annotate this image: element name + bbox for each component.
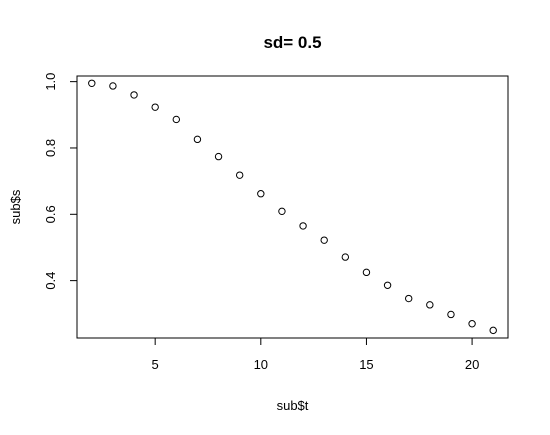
data-point xyxy=(235,171,244,179)
x-tick-label: 10 xyxy=(254,357,268,372)
data-point xyxy=(383,281,392,289)
data-point xyxy=(88,79,96,87)
x-axis: 5 10 15 20 xyxy=(152,337,479,372)
data-point xyxy=(151,103,159,111)
data-point xyxy=(341,253,350,261)
data-point xyxy=(426,301,434,309)
data-point xyxy=(405,294,413,303)
data-point xyxy=(278,207,286,216)
data-point xyxy=(489,326,497,335)
data-point xyxy=(214,152,223,161)
y-tick-label: 1.0 xyxy=(43,73,58,91)
y-axis-label: sub$s xyxy=(8,189,23,224)
chart-title: sd= 0.5 xyxy=(263,33,321,52)
data-point xyxy=(320,236,328,244)
y-tick-label: 0.4 xyxy=(43,272,58,290)
data-point xyxy=(257,190,265,198)
data-point xyxy=(468,320,476,328)
x-axis-label: sub$t xyxy=(277,398,309,413)
data-points xyxy=(88,79,497,335)
data-point xyxy=(362,268,371,277)
data-point xyxy=(193,135,202,144)
y-tick-label: 0.6 xyxy=(43,205,58,223)
x-tick-label: 20 xyxy=(465,357,479,372)
y-axis: 0.4 0.6 0.8 1.0 xyxy=(43,73,78,290)
data-point xyxy=(130,91,138,99)
data-point xyxy=(109,82,117,90)
data-point xyxy=(447,310,455,319)
data-point xyxy=(172,115,180,124)
x-tick-label: 5 xyxy=(152,357,159,372)
data-point xyxy=(299,222,307,230)
y-tick-label: 0.8 xyxy=(43,139,58,157)
x-tick-label: 15 xyxy=(359,357,373,372)
